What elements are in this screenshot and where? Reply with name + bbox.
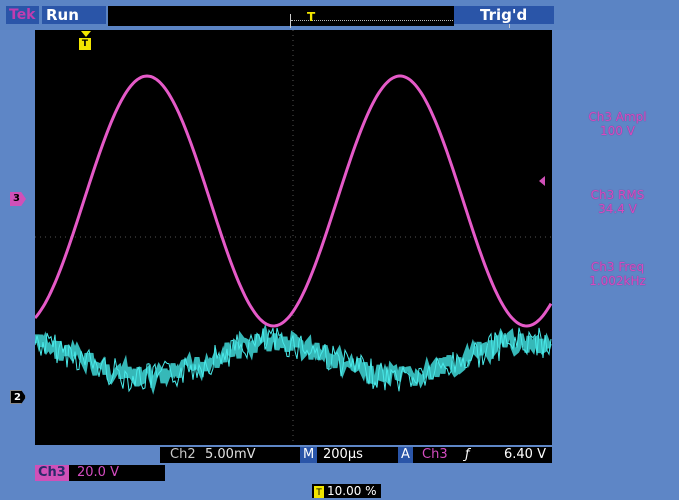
trigger-level: 6.40 V xyxy=(504,447,546,462)
ch2-label[interactable]: Ch2 xyxy=(170,447,196,462)
graticule xyxy=(35,30,552,445)
trigger-source: Ch3 xyxy=(422,447,448,462)
waveform-display[interactable] xyxy=(35,30,552,445)
trigger-position-marker[interactable]: T xyxy=(79,31,93,51)
ch2-ground-marker[interactable]: 2 xyxy=(10,390,26,404)
timeline-trigger-icon: T xyxy=(307,10,316,24)
tek-logo: Tek xyxy=(6,6,39,24)
trigger-label[interactable]: A xyxy=(398,447,413,463)
trigger-position-icon: T xyxy=(79,38,91,50)
measurement-ch3-rms: Ch3 RMS 34.4 V xyxy=(560,188,675,216)
measurement-value: 34.4 V xyxy=(598,202,637,216)
ch3-scale-readout: Ch3 20.0 V xyxy=(35,465,165,481)
trigger-position-arrow-icon xyxy=(81,31,91,37)
timebase-label[interactable]: M xyxy=(300,447,318,463)
measurement-label: Ch3 Ampl xyxy=(588,110,647,124)
measurement-value: 1.002kHz xyxy=(589,274,646,288)
measurement-ch3-ampl: Ch3 Ampl 100 V xyxy=(560,110,675,138)
ch3-label[interactable]: Ch3 xyxy=(35,465,69,481)
trigger-status: Trig'd xyxy=(454,6,554,24)
trigger-slope-icon: ƒ xyxy=(465,447,470,462)
ch2-volts-per-div: 5.00mV xyxy=(205,447,256,462)
measurement-label: Ch3 Freq xyxy=(590,260,645,274)
ch2-waveform-noise xyxy=(35,327,552,393)
ch3-waveform xyxy=(35,74,552,328)
measurement-label: Ch3 RMS xyxy=(590,188,645,202)
ch3-ground-marker[interactable]: 3 xyxy=(10,192,26,206)
record-timeline: T xyxy=(108,6,510,28)
measurement-ch3-freq: Ch3 Freq 1.002kHz xyxy=(560,260,675,288)
trigger-level-arrow-icon[interactable] xyxy=(539,176,545,186)
trigger-position-value: 10.00 % xyxy=(327,484,377,498)
ch3-volts-per-div: 20.0 V xyxy=(77,465,119,480)
graticule-and-traces xyxy=(35,30,552,445)
trigger-position-readout: T 10.00 % xyxy=(312,484,381,498)
acquisition-status[interactable]: Run xyxy=(42,6,106,24)
measurement-value: 100 V xyxy=(600,124,635,138)
trigger-position-readout-icon: T xyxy=(314,485,324,498)
timebase-value: 200μs xyxy=(323,447,363,462)
scale-status-bar: Ch2 5.00mV M 200μs A Ch3 ƒ 6.40 V xyxy=(160,447,552,463)
top-status-bar: Tek Run T Trig'd xyxy=(0,0,679,30)
ch2-waveform xyxy=(35,323,552,395)
